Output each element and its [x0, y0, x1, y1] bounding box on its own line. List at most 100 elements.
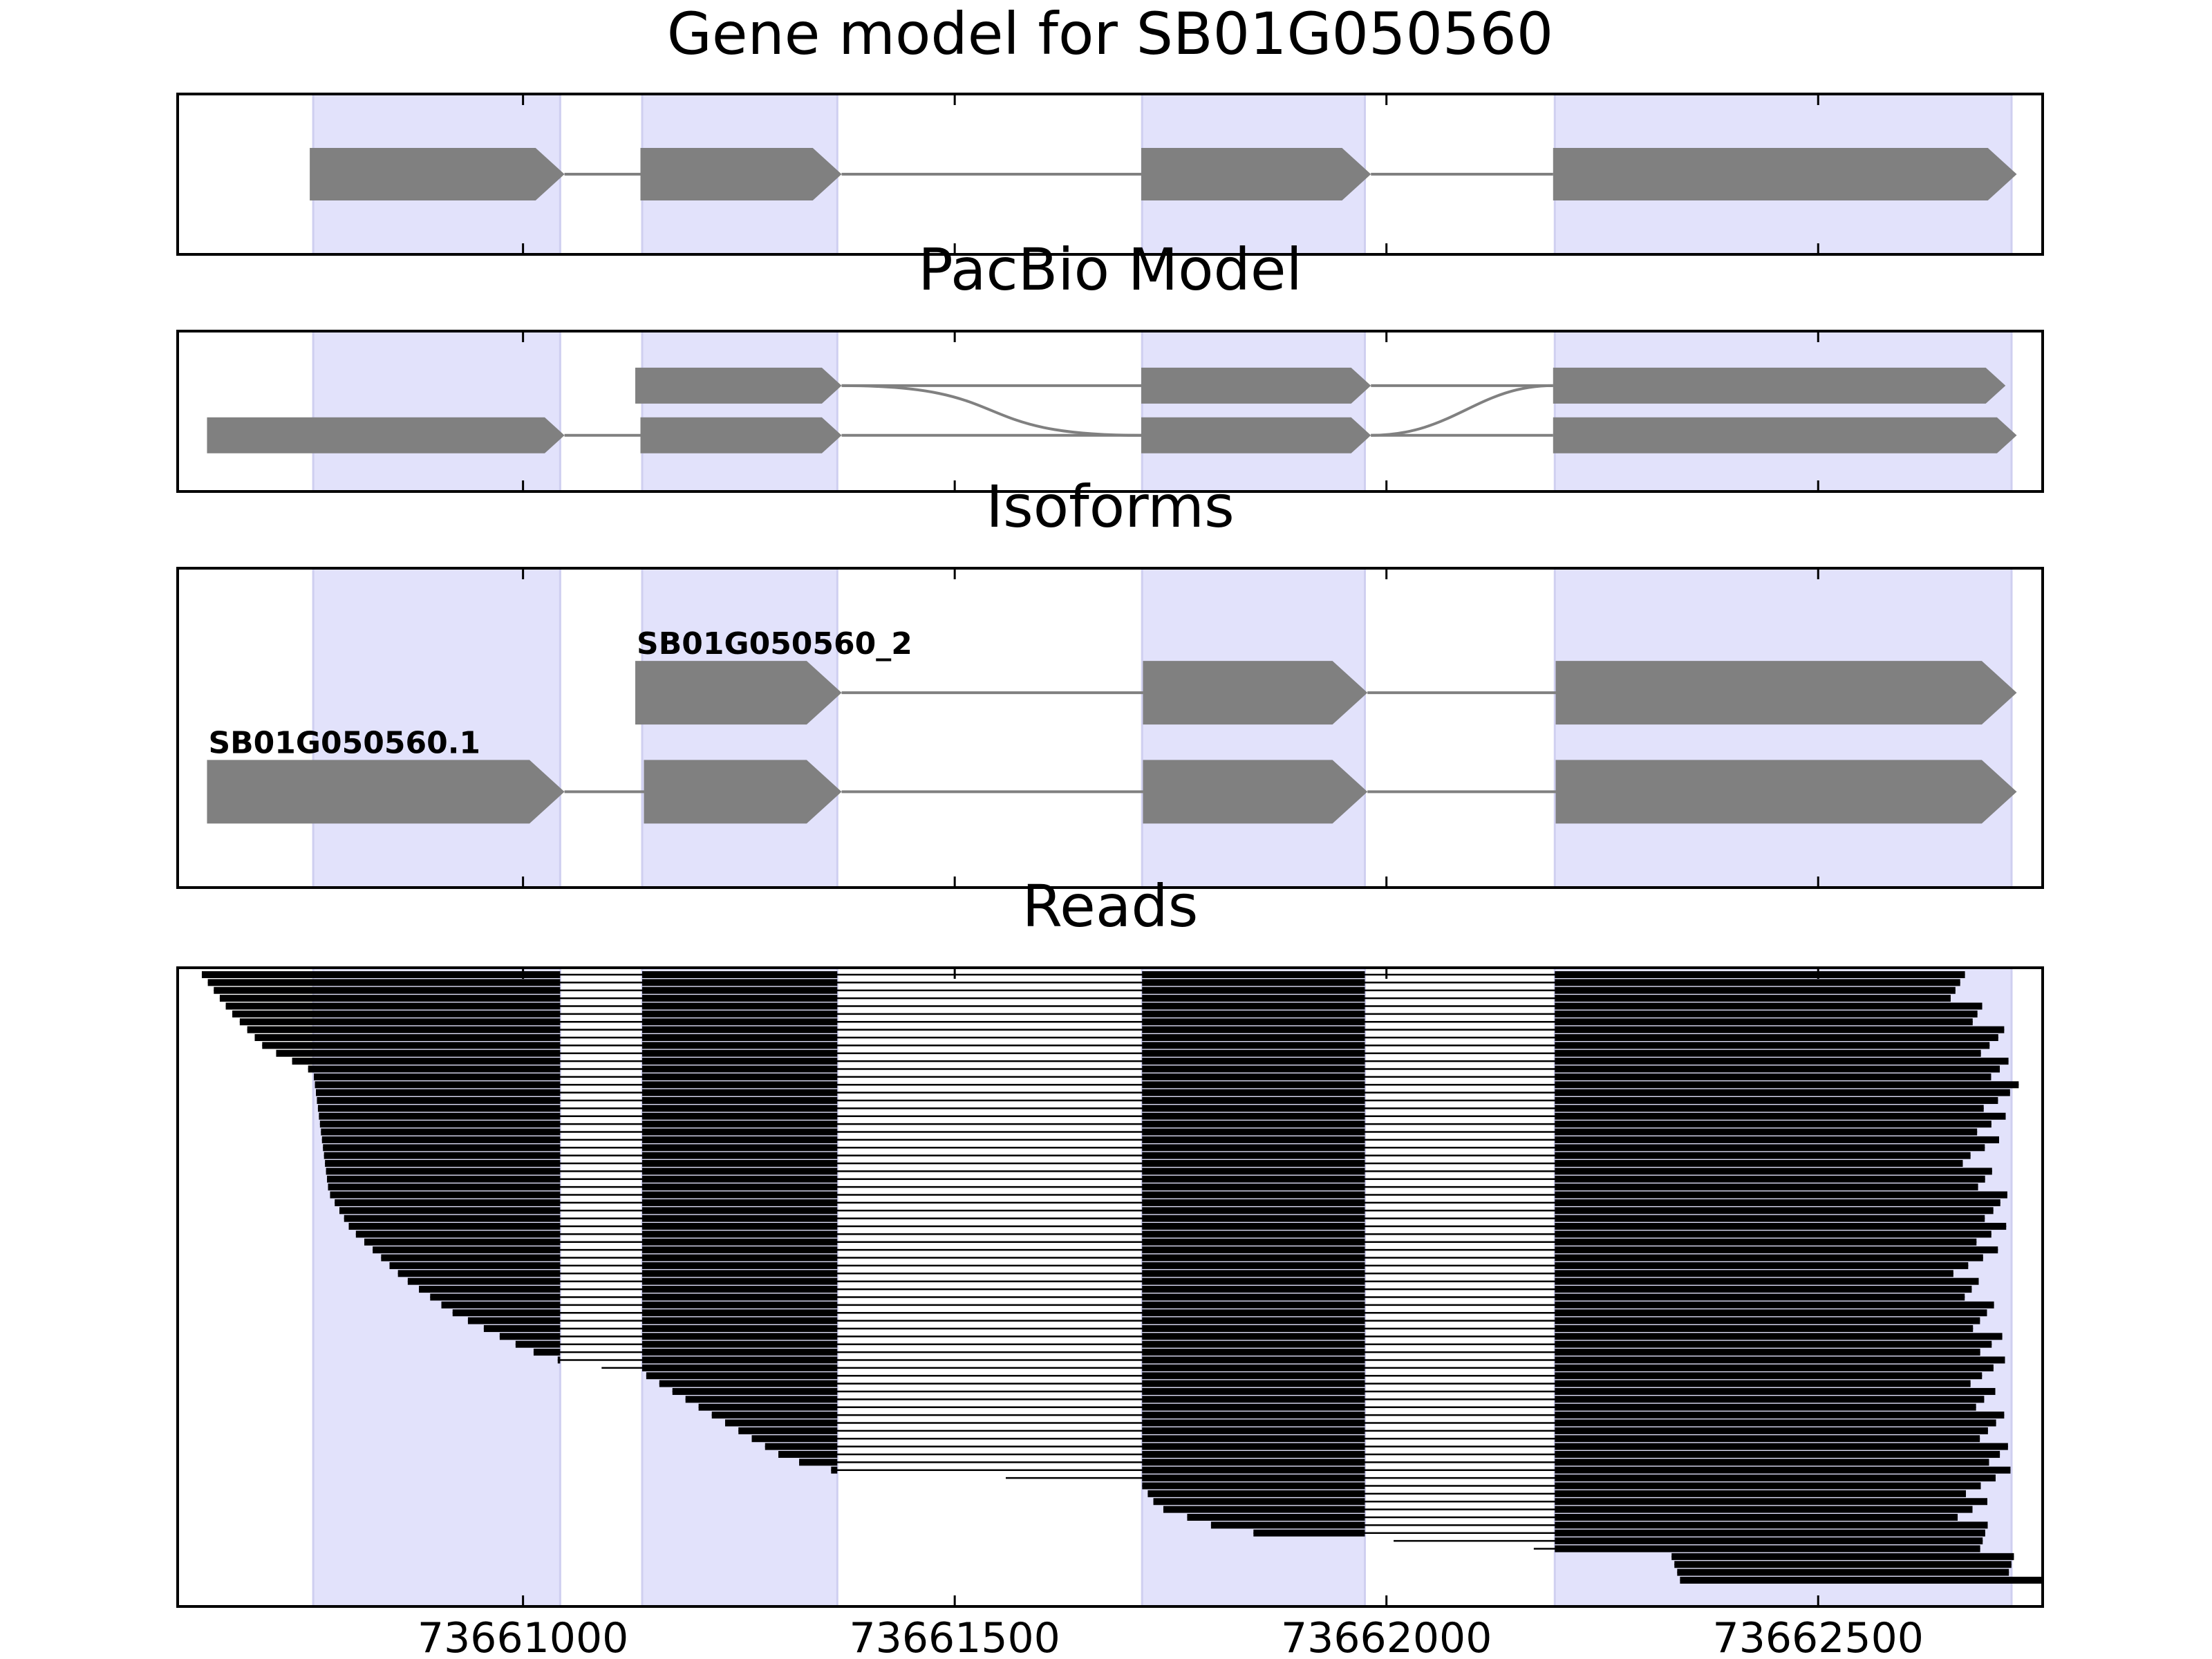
read-block	[1142, 1309, 1365, 1317]
read-block	[642, 1168, 838, 1175]
read-block	[225, 1002, 561, 1010]
read-block	[1142, 1144, 1365, 1152]
read-block	[1142, 979, 1365, 986]
exon-feature	[207, 760, 565, 824]
read-block	[642, 1230, 838, 1238]
read-block	[1555, 1121, 1991, 1128]
read-block	[1555, 1128, 1978, 1136]
track-1	[207, 417, 2017, 453]
read-block	[642, 1277, 838, 1285]
read-block	[1555, 1403, 1976, 1411]
exon-feature	[1555, 661, 2017, 725]
read-block	[1142, 1435, 1365, 1443]
read-block	[1142, 1073, 1365, 1080]
read-block	[1555, 1199, 2000, 1206]
read-block	[698, 1403, 838, 1411]
read-block	[1142, 1058, 1365, 1065]
read-block	[1142, 1081, 1365, 1089]
read-block	[799, 1459, 838, 1466]
read-block	[1555, 1073, 1991, 1080]
read-block	[1142, 1293, 1365, 1301]
read-block	[1142, 1238, 1365, 1246]
read-block	[642, 1034, 838, 1042]
exon-feature	[635, 367, 842, 404]
read-block	[201, 971, 561, 978]
read-block	[711, 1412, 838, 1419]
read-block	[724, 1419, 838, 1427]
read-block	[1555, 1450, 2000, 1458]
read-block	[1142, 1459, 1365, 1466]
track-0: SB01G050560_2	[635, 626, 2017, 725]
exon-band	[1141, 567, 1366, 889]
read-block	[1680, 1577, 2043, 1584]
read-block	[1142, 1223, 1365, 1230]
read-block	[642, 1018, 838, 1026]
read-block	[1253, 1529, 1365, 1537]
read-block	[1142, 1380, 1365, 1387]
exon-feature	[640, 417, 842, 453]
read-block	[323, 1144, 561, 1152]
read-block	[642, 1183, 838, 1191]
read-block	[1555, 1309, 1987, 1317]
splice-curve	[1371, 384, 1553, 437]
read-block	[1555, 1010, 1978, 1018]
read-block	[1142, 1089, 1365, 1096]
read-block	[1555, 1490, 1967, 1497]
splice-curve	[841, 384, 1141, 437]
read-block	[326, 1168, 561, 1175]
read-block	[642, 1364, 838, 1371]
read-block	[642, 1207, 838, 1215]
read-block	[642, 1340, 838, 1348]
read-block	[642, 1286, 838, 1293]
read-block	[1142, 1034, 1365, 1042]
read-block	[321, 1128, 561, 1136]
read-block	[1142, 1026, 1365, 1033]
read-block	[232, 1010, 561, 1018]
read-block	[642, 1073, 838, 1080]
read-block	[1674, 1561, 2012, 1568]
read-block	[1555, 1545, 1980, 1553]
read-block	[1555, 1466, 2011, 1474]
read-block	[324, 1152, 561, 1159]
read-block	[642, 1026, 838, 1033]
read-block	[1555, 979, 1960, 986]
read-block	[1555, 1506, 1973, 1513]
read-block	[1555, 1419, 1996, 1427]
read-block	[1555, 1238, 1977, 1246]
read-block	[1142, 986, 1365, 994]
x-tick-label: 73662000	[1281, 1614, 1492, 1659]
read-block	[1142, 1474, 1365, 1482]
read-block	[642, 1223, 838, 1230]
read-block	[328, 1183, 561, 1191]
read-block	[642, 1049, 838, 1057]
read-block	[1555, 1089, 2010, 1096]
read-block	[207, 979, 561, 986]
read-block	[642, 1238, 838, 1246]
read-block	[219, 995, 561, 1002]
read-block	[659, 1380, 838, 1387]
read-block	[1555, 1513, 1958, 1521]
read-block	[1555, 971, 1965, 978]
read-block	[642, 1175, 838, 1183]
exon-feature	[1141, 148, 1371, 200]
exon-feature	[635, 661, 842, 725]
read-block	[247, 1026, 561, 1033]
panel-frame	[176, 567, 2044, 889]
read-block	[1555, 1191, 2007, 1199]
read-block	[317, 1105, 561, 1112]
read-block	[1142, 1403, 1365, 1411]
read-block	[1555, 1018, 1973, 1026]
exon-feature	[1143, 661, 1368, 725]
exon-feature	[1141, 367, 1371, 404]
read-block	[1555, 1049, 1981, 1057]
read-block	[642, 1121, 838, 1128]
read-block	[1555, 1317, 1980, 1324]
read-block	[642, 1309, 838, 1317]
read-block	[1142, 1443, 1365, 1450]
read-block	[1555, 1474, 1996, 1482]
read-block	[321, 1136, 561, 1143]
read-block	[831, 1466, 838, 1474]
read-block	[1142, 1324, 1365, 1332]
read-block	[1142, 1049, 1365, 1057]
read-block	[441, 1301, 561, 1309]
